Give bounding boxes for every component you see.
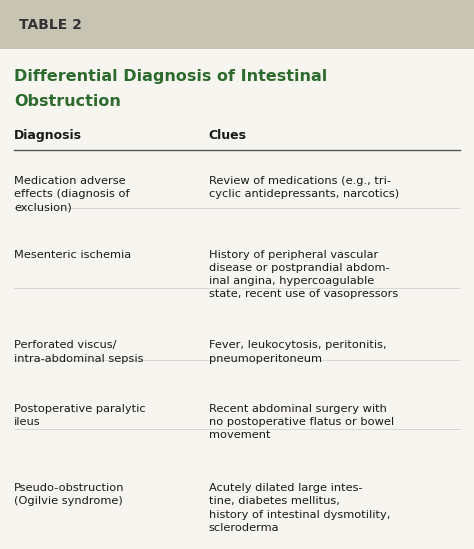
Text: Mesenteric ischemia: Mesenteric ischemia <box>14 250 131 260</box>
FancyBboxPatch shape <box>0 49 474 549</box>
Text: Clues: Clues <box>209 129 246 142</box>
Text: History of peripheral vascular
disease or postprandial abdom-
inal angina, hyper: History of peripheral vascular disease o… <box>209 250 398 299</box>
Text: Pseudo-obstruction
(Ogilvie syndrome): Pseudo-obstruction (Ogilvie syndrome) <box>14 483 125 506</box>
Text: Perforated viscus/
intra-abdominal sepsis: Perforated viscus/ intra-abdominal sepsi… <box>14 340 144 363</box>
Text: Diagnosis: Diagnosis <box>14 129 82 142</box>
Text: Differential Diagnosis of Intestinal: Differential Diagnosis of Intestinal <box>14 69 328 83</box>
Text: Postoperative paralytic
ileus: Postoperative paralytic ileus <box>14 404 146 427</box>
Text: Medication adverse
effects (diagnosis of
exclusion): Medication adverse effects (diagnosis of… <box>14 176 130 212</box>
Text: Review of medications (e.g., tri-
cyclic antidepressants, narcotics): Review of medications (e.g., tri- cyclic… <box>209 176 399 199</box>
Text: Obstruction: Obstruction <box>14 94 121 109</box>
Text: Fever, leukocytosis, peritonitis,
pneumoperitoneum: Fever, leukocytosis, peritonitis, pneumo… <box>209 340 386 363</box>
Text: Recent abdominal surgery with
no postoperative flatus or bowel
movement: Recent abdominal surgery with no postope… <box>209 404 394 440</box>
FancyBboxPatch shape <box>0 0 474 49</box>
Text: TABLE 2: TABLE 2 <box>19 18 82 32</box>
Text: Acutely dilated large intes-
tine, diabetes mellitus,
history of intestinal dysm: Acutely dilated large intes- tine, diabe… <box>209 483 390 533</box>
